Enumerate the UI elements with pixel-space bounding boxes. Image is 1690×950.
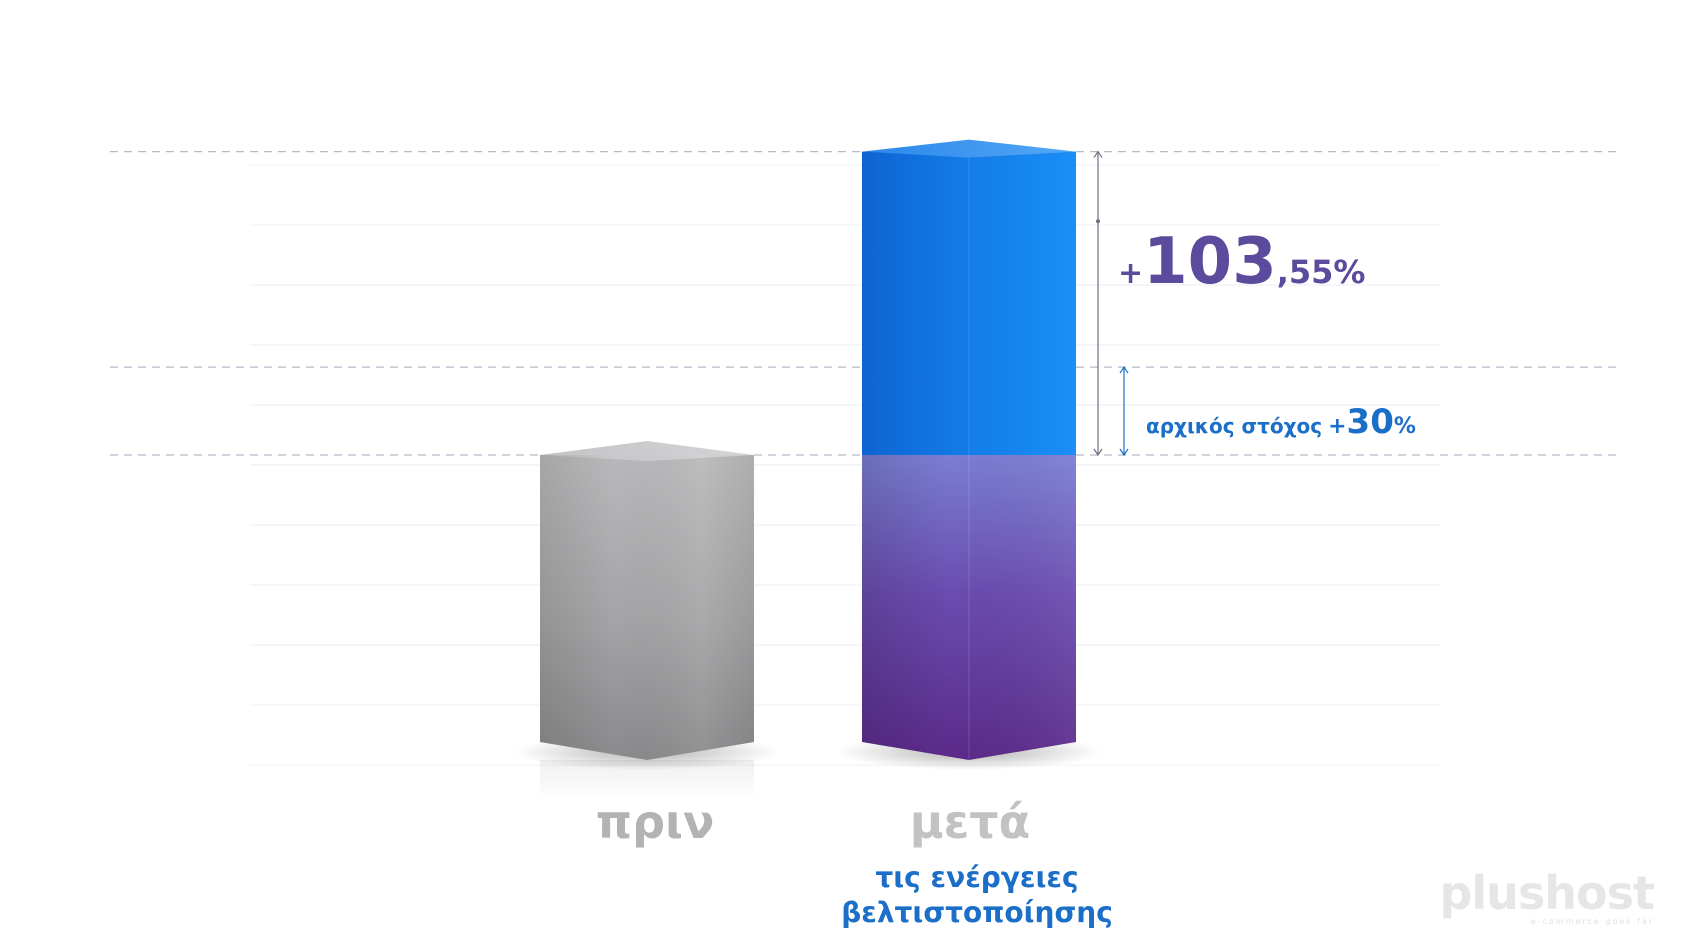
target-annotation: αρχικός στόχος +30% xyxy=(1146,402,1416,442)
bar-before-reflection xyxy=(540,760,754,800)
brand-logo: plushost e-commerce goes far xyxy=(1439,870,1655,926)
target-prefix: + xyxy=(1328,414,1346,439)
target-arrow-top xyxy=(1119,366,1129,374)
brand-tagline: e-commerce goes far xyxy=(1530,917,1654,926)
target-main: 30 xyxy=(1347,402,1394,442)
increase-main: 103 xyxy=(1143,225,1277,299)
bar-after-lower-shading xyxy=(862,455,1076,760)
bar-before-shading xyxy=(540,455,754,760)
increase-annotation: +103,55% xyxy=(1118,225,1365,299)
brand-name: plushost xyxy=(1439,866,1655,920)
category-label-before: πριν xyxy=(596,795,715,849)
target-suffix: % xyxy=(1394,414,1416,439)
category-sublabel-line-2: βελτιστοποίησης xyxy=(841,896,1113,929)
increase-prefix: + xyxy=(1118,256,1143,291)
bar-after-upper xyxy=(862,151,1076,455)
grid-lines xyxy=(250,164,1440,766)
increase-arrow-bottom xyxy=(1093,448,1103,457)
bars xyxy=(514,139,1102,800)
increase-bracket-dot xyxy=(1096,219,1100,224)
category-label-after: μετά xyxy=(910,795,1030,849)
increase-arrow-top xyxy=(1093,150,1103,158)
target-label: αρχικός στόχος xyxy=(1146,414,1322,438)
target-arrow-bottom xyxy=(1119,448,1129,457)
annotations xyxy=(1093,150,1129,457)
bar-after-top xyxy=(862,139,1076,158)
category-sublabel-line-1: τις ενέργειες xyxy=(875,861,1078,894)
increase-suffix: ,55% xyxy=(1277,253,1366,291)
